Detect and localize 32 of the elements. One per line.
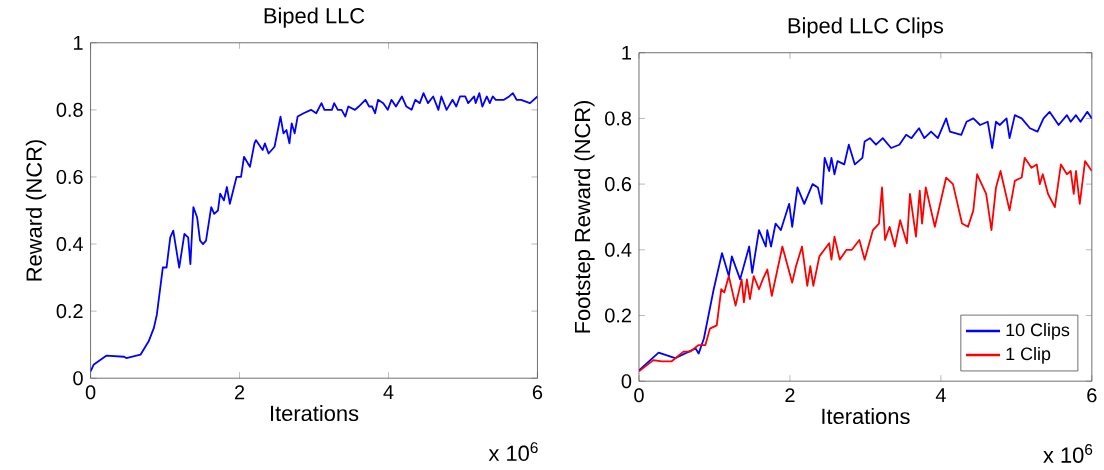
y-tick-label: 0.6 — [56, 170, 83, 185]
x-tick-label: 4 — [383, 385, 394, 400]
y-tick-label: 0.2 — [605, 308, 631, 323]
text: x 10$^{6}$ — [1043, 444, 1093, 464]
y-tick-label: 0.4 — [605, 243, 632, 258]
y-tick-label: 0.2 — [56, 304, 83, 319]
y-tick-label: 0.8 — [56, 103, 83, 118]
y-tick-label: 0.6 — [605, 177, 632, 192]
y-tick-label: 0 — [73, 371, 83, 386]
chart-title: Biped LLC Clips — [788, 17, 944, 38]
y-axis-title: Footstep Reward (NCR) — [574, 101, 595, 333]
x-tick-label: 6 — [532, 385, 543, 400]
legend-label: 10 Clips — [1006, 323, 1070, 341]
y-tick-label: 0 — [621, 374, 632, 389]
x-tick-label: 0 — [85, 385, 96, 400]
x-tick-label: 0 — [634, 388, 644, 403]
x-tick-label: 2 — [785, 388, 795, 403]
chart-title: Biped LLC — [264, 7, 365, 29]
y-axis-title: Reward (NCR) — [25, 140, 47, 281]
y-tick-label: 0.8 — [605, 111, 632, 126]
x-tick-label: 4 — [935, 388, 946, 403]
x-tick-label: 2 — [235, 385, 245, 400]
x-tick-label: 6 — [1087, 388, 1097, 403]
legend-label: 1 Clip — [1006, 347, 1051, 364]
y-tick-label: 1 — [622, 46, 631, 60]
y-tick-label: 1 — [74, 36, 83, 50]
line-series — [638, 111, 1092, 372]
y-tick-label: 0.4 — [56, 237, 83, 252]
line-series — [638, 157, 1092, 373]
x-axis-title: Iterations — [822, 408, 910, 425]
x-axis-title: Iterations — [271, 405, 359, 422]
text: x 10$^{6}$ — [488, 442, 538, 462]
